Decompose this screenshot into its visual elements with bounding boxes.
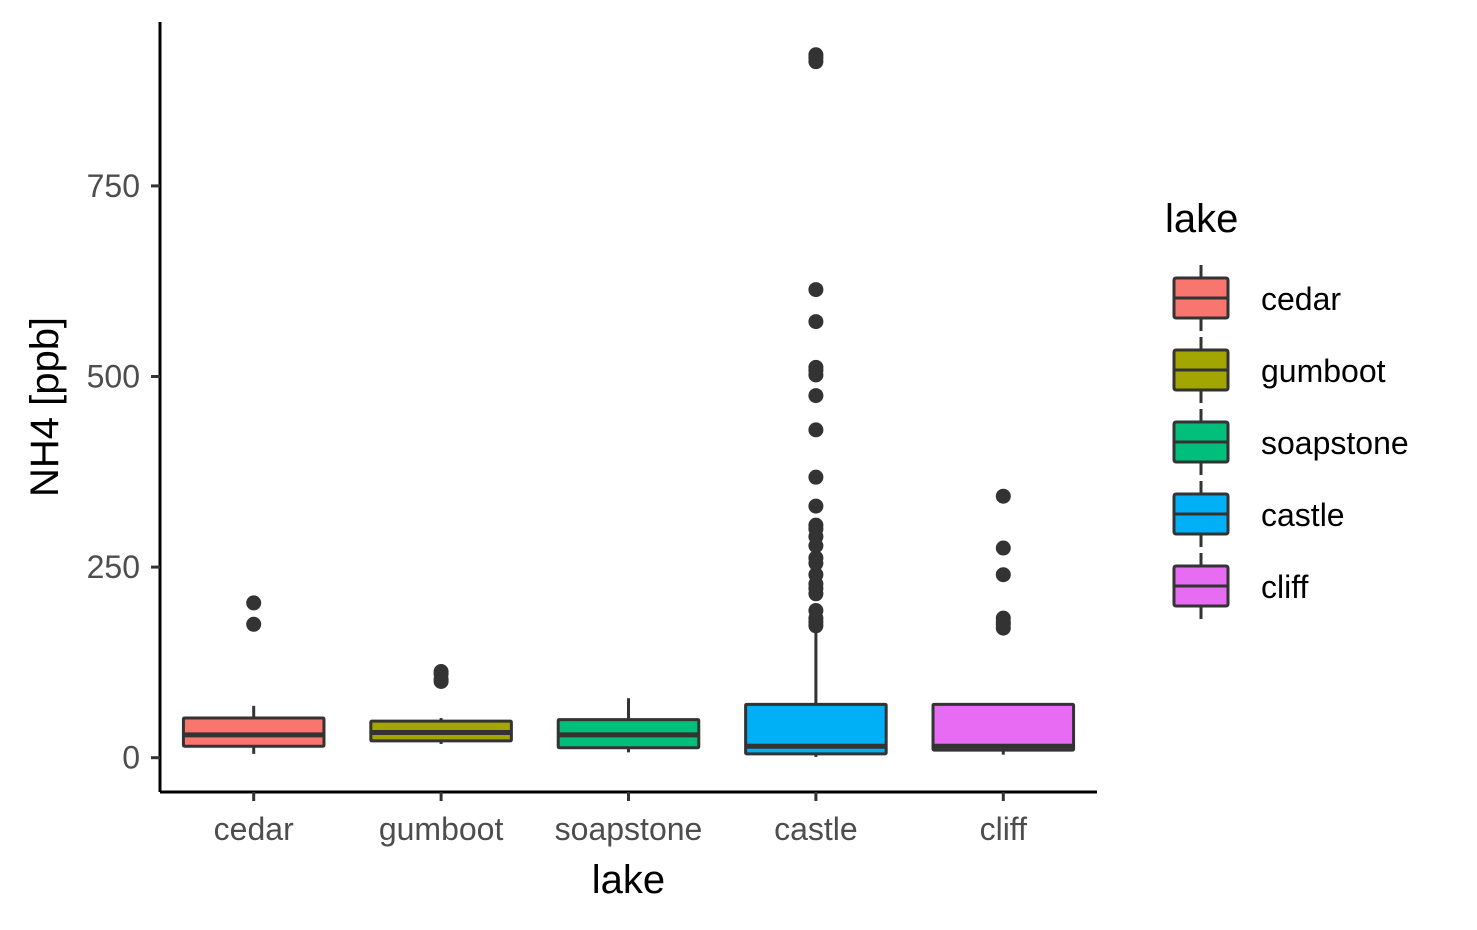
box-group-cliff [931,488,1076,755]
legend-label: gumboot [1261,353,1386,389]
outlier-point [995,567,1011,583]
outlier-point [246,616,262,632]
outlier-point [808,550,824,566]
x-axis-title: lake [592,858,665,902]
box-group-gumboot [369,664,513,744]
outlier-point [995,540,1011,556]
y-tick-label: 0 [122,740,140,776]
x-tick-label: castle [774,811,858,847]
outlier-point [808,567,824,583]
box-group-castle [744,47,888,757]
plot-area [181,47,1076,757]
x-tick-label: cliff [980,811,1028,847]
legend-label: soapstone [1261,425,1409,461]
legend-label: cedar [1261,281,1341,317]
outlier-point [246,595,262,611]
box [931,702,1076,752]
y-tick-label: 750 [87,168,140,204]
box [181,716,326,748]
y-tick-label: 250 [87,549,140,585]
outlier-point [808,603,824,619]
outlier-point [808,282,824,298]
x-tick-label: soapstone [555,811,703,847]
outlier-point [808,47,824,63]
legend-label: cliff [1261,569,1309,605]
outlier-point [995,610,1011,626]
outlier-point [808,469,824,485]
legend-item-cedar: cedar [1172,265,1341,331]
box-group-soapstone [556,698,701,753]
outlier-point [995,488,1011,504]
legend-label: castle [1261,497,1345,533]
outlier-point [808,359,824,375]
legend-item-castle: castle [1172,481,1345,547]
legend-title: lake [1165,197,1238,241]
box-group-cedar [181,595,326,754]
legend: lake cedar gumboot soapstone castle cliff [1165,197,1409,619]
box [744,702,888,756]
x-tick-label: gumboot [379,811,504,847]
y-tick-label: 500 [87,359,140,395]
legend-item-gumboot: gumboot [1172,337,1386,403]
axes: 0 250 500 750 cedar gumboot soapstone castle cli… [87,22,1097,847]
outlier-point [433,664,449,680]
legend-item-cliff: cliff [1172,553,1309,619]
legend-item-soapstone: soapstone [1172,409,1409,475]
outlier-point [808,498,824,514]
outlier-point [808,517,824,533]
outlier-point [808,388,824,404]
x-tick-label: cedar [214,811,294,847]
outlier-point [808,422,824,438]
y-axis-title: NH4 [ppb] [23,317,67,497]
outlier-point [808,314,824,330]
